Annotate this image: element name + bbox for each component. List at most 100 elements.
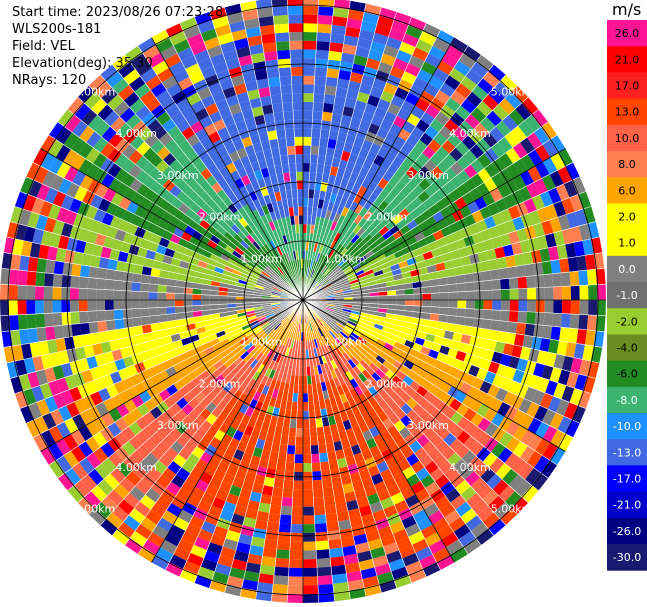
velocity-gate [464, 373, 477, 387]
velocity-gate [103, 351, 115, 364]
velocity-field-sectors [0, 0, 606, 603]
velocity-gate [287, 585, 303, 595]
velocity-gate [259, 320, 269, 328]
velocity-gate [264, 285, 273, 291]
velocity-gate [139, 300, 149, 309]
velocity-gate [209, 253, 220, 263]
velocity-gate [329, 423, 339, 435]
velocity-gate [327, 415, 337, 426]
velocity-gate [117, 521, 136, 539]
velocity-gate [471, 262, 482, 274]
velocity-gate [218, 286, 229, 293]
velocity-gate [351, 63, 366, 75]
ray-separator [1, 299, 304, 332]
velocity-gate [251, 106, 264, 118]
velocity-gate [193, 315, 204, 324]
velocity-gate [335, 87, 348, 98]
velocity-gate [349, 388, 359, 399]
velocity-gate [366, 337, 377, 347]
velocity-gate [282, 273, 290, 282]
velocity-gate [156, 146, 171, 160]
velocity-gate [262, 291, 272, 295]
velocity-gate [90, 98, 108, 115]
velocity-gate [317, 575, 333, 586]
header-info: Start time: 2023/08/26 07:23:28 WLS200s-… [12, 4, 223, 89]
velocity-gate [303, 410, 310, 420]
velocity-gate [349, 516, 364, 529]
velocity-gate [85, 163, 101, 180]
velocity-gate [137, 37, 156, 54]
velocity-gate [233, 265, 244, 273]
velocity-gate [162, 335, 173, 346]
velocity-gate [324, 286, 334, 292]
velocity-gate [28, 402, 43, 420]
velocity-gate [270, 94, 283, 105]
velocity-gate [45, 259, 56, 274]
ray-separator [26, 176, 304, 301]
velocity-gate [129, 373, 142, 387]
velocity-gate [393, 11, 412, 26]
velocity-gate [367, 407, 378, 419]
velocity-gate [314, 67, 328, 77]
velocity-gate [243, 395, 253, 407]
velocity-gate [280, 327, 287, 336]
velocity-gate [177, 509, 194, 524]
velocity-gate [420, 209, 433, 221]
velocity-gate [416, 68, 433, 83]
velocity-gate [289, 40, 303, 50]
velocity-gate [393, 574, 412, 589]
velocity-gate [438, 460, 454, 475]
velocity-gate [358, 315, 368, 321]
velocity-gate [450, 411, 464, 425]
velocity-gate [235, 303, 245, 308]
velocity-gate [138, 196, 152, 210]
velocity-gate [448, 221, 461, 234]
velocity-gate [322, 282, 331, 289]
velocity-gate [269, 240, 277, 250]
velocity-gate [110, 116, 126, 133]
velocity-gate [10, 329, 21, 347]
velocity-gate [222, 249, 233, 258]
velocity-gate [303, 454, 312, 464]
velocity-gate [399, 224, 411, 235]
velocity-gate [113, 100, 130, 117]
velocity-gate [549, 447, 566, 466]
velocity-gate [48, 460, 65, 479]
velocity-gate [438, 125, 454, 140]
velocity-gate [315, 234, 321, 244]
ray-separator [32, 299, 304, 438]
velocity-gate [376, 461, 390, 474]
velocity-gate [354, 100, 367, 112]
velocity-gate [199, 451, 213, 465]
velocity-gate [233, 233, 244, 244]
ray-separator [0, 299, 304, 317]
velocity-gate [488, 518, 506, 536]
velocity-gate [295, 224, 300, 234]
velocity-gate [450, 90, 467, 106]
velocity-gate [315, 58, 329, 69]
velocity-gate [504, 452, 520, 469]
velocity-gate [502, 244, 514, 257]
velocity-gate [70, 429, 86, 446]
velocity-gate [32, 228, 45, 245]
velocity-gate [325, 306, 335, 310]
velocity-gate [183, 287, 193, 295]
velocity-gate [260, 245, 269, 255]
velocity-gate [303, 340, 306, 350]
velocity-gate [189, 71, 205, 85]
velocity-gate [331, 112, 343, 124]
velocity-gate [336, 356, 345, 366]
velocity-gate [395, 284, 405, 291]
velocity-gate [332, 104, 345, 115]
velocity-gate [218, 303, 228, 309]
velocity-gate [147, 466, 162, 482]
velocity-gate [477, 168, 492, 183]
velocity-gate [303, 515, 315, 525]
velocity-gate [508, 474, 525, 492]
velocity-gate [79, 264, 91, 278]
velocity-gate [399, 391, 412, 404]
velocity-gate [247, 463, 259, 475]
velocity-gate [484, 437, 499, 453]
velocity-gate [219, 338, 230, 347]
velocity-gate [402, 315, 413, 324]
